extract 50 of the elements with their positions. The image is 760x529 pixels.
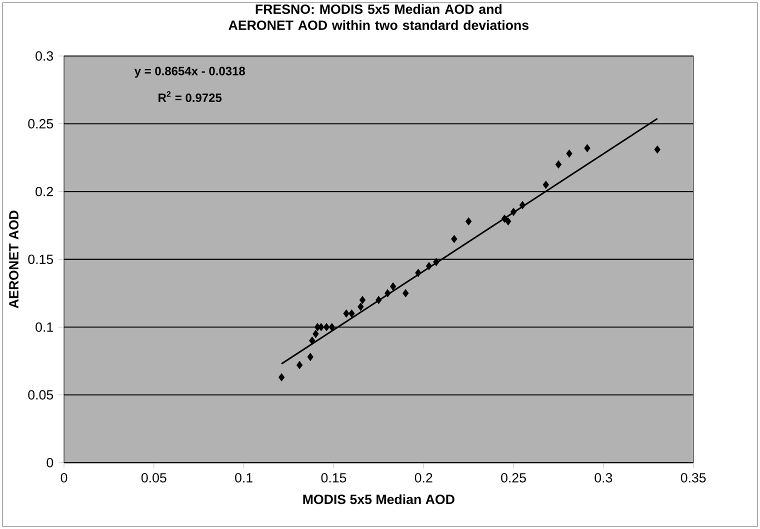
y-tick-label: 0.2 bbox=[36, 186, 53, 196]
point bbox=[312, 330, 319, 338]
annotation: R$^{2}$ = 0.9725 bbox=[158, 91, 222, 102]
point bbox=[451, 234, 458, 243]
y-tick-label: 0.15 bbox=[28, 254, 54, 264]
x-tick-label: 0.15 bbox=[321, 472, 346, 482]
point bbox=[555, 160, 562, 168]
point bbox=[402, 289, 409, 298]
point bbox=[348, 309, 355, 318]
point bbox=[519, 200, 526, 209]
y-tick-label: 0 bbox=[46, 458, 54, 468]
point bbox=[501, 214, 508, 223]
annotation: y = 0.8654x - 0.0318 bbox=[134, 66, 246, 78]
point bbox=[384, 289, 391, 298]
x-tick-label: 0.05 bbox=[141, 472, 166, 482]
x-tick-label: 0.1 bbox=[235, 472, 252, 482]
point bbox=[510, 208, 517, 216]
point bbox=[415, 268, 422, 277]
x-axis-title: MODIS 5x5 Median AOD bbox=[303, 494, 454, 504]
x-tick-label: 0.2 bbox=[414, 472, 432, 482]
point bbox=[376, 296, 382, 304]
point bbox=[307, 352, 314, 361]
x-tick-label: 0.25 bbox=[501, 472, 526, 482]
point bbox=[343, 309, 350, 318]
chart-title: FRESNO: MODIS 5x5 Median AOD and AERONET AOD within two standard deviations bbox=[228, 4, 529, 30]
x-tick-label: 0.35 bbox=[680, 472, 706, 482]
y-tick-label: 0.3 bbox=[36, 51, 54, 61]
point bbox=[433, 258, 440, 266]
x-tick-label: 0 bbox=[60, 472, 68, 482]
point bbox=[296, 360, 303, 369]
point bbox=[309, 336, 316, 345]
point bbox=[278, 373, 285, 382]
y-axis-title: AERONET AOD bbox=[9, 210, 18, 308]
point bbox=[426, 262, 432, 270]
point bbox=[358, 302, 364, 311]
y-tick-label: 0.05 bbox=[28, 390, 54, 400]
point bbox=[466, 217, 472, 226]
x-tick-label: 0.3 bbox=[594, 472, 612, 482]
point bbox=[584, 144, 590, 152]
point bbox=[323, 322, 330, 331]
point bbox=[505, 217, 512, 226]
point bbox=[359, 296, 366, 304]
y-tick-label: 0.1 bbox=[36, 322, 53, 332]
point bbox=[566, 149, 572, 158]
point bbox=[654, 145, 660, 154]
point bbox=[542, 180, 549, 189]
y-tick-label: 0.25 bbox=[28, 118, 54, 128]
point bbox=[318, 322, 324, 331]
point bbox=[390, 282, 396, 290]
point bbox=[328, 322, 335, 331]
